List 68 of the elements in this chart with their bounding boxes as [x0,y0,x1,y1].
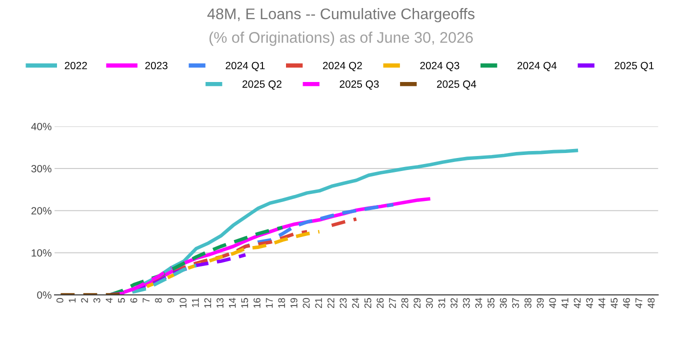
x-tick-label: 17 [266,298,273,308]
x-tick-label: 10 [180,298,187,308]
x-tick-label: 11 [192,298,199,308]
y-tick-label: 30% [31,165,52,172]
legend-label: 2022 [64,62,87,70]
x-tick-label: 45 [610,298,618,308]
x-tick-label: 18 [278,298,286,308]
chart-subtitle: (% of Originations) as of June 30, 2026 [209,32,473,46]
x-tick-label: 23 [340,298,347,308]
x-tick-label: 47 [635,298,642,308]
x-tick-label: 19 [290,298,298,308]
x-tick-label: 2 [81,298,88,303]
legend-label: 2024 Q1 [226,62,265,72]
x-tick-label: 44 [598,298,606,308]
line-series [145,230,322,288]
x-tick-label: 24 [352,298,359,308]
x-tick-label: 21 [315,298,322,308]
x-tick-label: 25 [364,298,372,308]
x-tick-label: 34 [475,298,482,308]
y-tick-label: 0% [37,291,52,299]
x-tick-label: 4 [106,298,113,303]
legend-label: 2025 Q3 [340,80,379,90]
x-tick-label: 3 [93,298,100,303]
legend-label: 2025 Q1 [614,62,654,72]
x-tick-label: 36 [500,298,507,308]
x-tick-label: 30 [426,298,433,308]
x-tick-label: 33 [462,298,470,308]
y-tick-label: 20% [31,207,52,214]
x-tick-label: 9 [167,298,174,303]
x-tick-label: 14 [228,298,236,308]
legend-label: 2025 Q2 [242,80,282,90]
x-tick-label: 5 [118,298,125,303]
x-tick-label: 16 [254,298,260,308]
x-tick-label: 28 [401,298,408,308]
legend-label: 2024 Q4 [517,62,557,72]
x-tick-label: 32 [450,298,458,308]
x-tick-label: 29 [414,298,421,308]
x-tick-label: 37 [512,298,520,308]
line-series [108,226,284,295]
x-tick-label: 46 [623,298,630,308]
x-tick-label: 40 [549,298,556,308]
x-tick-label: 7 [142,298,150,303]
legend-label: 2025 Q4 [437,80,476,90]
x-tick-label: 0 [56,298,64,303]
x-tick-label: 42 [574,298,581,308]
x-tick-label: 22 [327,298,334,308]
y-tick-label: 40% [31,122,52,130]
x-tick-label: 39 [536,298,544,308]
x-tick-label: 6 [130,298,138,303]
x-tick-label: 38 [524,298,532,308]
x-tick-label: 1 [68,298,76,302]
x-tick-label: 27 [389,298,396,308]
legend-label: 2023 [145,62,168,70]
x-tick-label: 31 [438,298,446,308]
x-tick-label: 8 [154,298,162,303]
chart-title: 48M, E Loans -- Cumulative Chargeoffs [207,8,474,22]
y-tick-label: 10% [32,249,52,257]
legend-label: 2024 Q2 [322,62,362,72]
x-tick-label: 15 [241,298,248,308]
x-tick-label: 20 [302,298,310,308]
x-tick-label: 48 [648,298,655,308]
x-tick-label: 26 [376,298,384,308]
x-tick-label: 43 [586,298,593,308]
x-tick-label: 13 [216,298,224,308]
legend-label: 2024 Q3 [420,62,460,72]
x-tick-label: 12 [204,298,212,308]
x-tick-label: 35 [488,298,494,308]
x-tick-label: 41 [562,298,568,308]
